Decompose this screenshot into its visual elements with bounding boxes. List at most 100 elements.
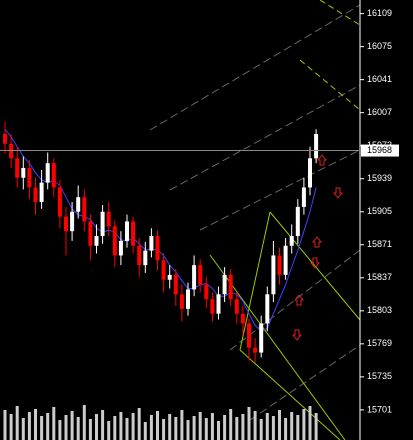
down-arrow [332, 187, 344, 199]
volume-bar [192, 416, 196, 440]
candle-body [131, 221, 136, 246]
candle-body [240, 313, 245, 324]
y-tick-label: 15735 [367, 371, 392, 381]
moving-average [4, 128, 317, 332]
pitchfork-line [269, 211, 361, 321]
candle-body [125, 221, 129, 241]
up-arrow [293, 294, 305, 306]
candle-body [210, 299, 215, 314]
volume-bar [27, 412, 31, 440]
volume-bar [204, 418, 208, 440]
volume-bar [52, 407, 56, 440]
channel-line [249, 344, 361, 421]
volume-bar [107, 421, 111, 440]
last-price-box [361, 144, 399, 157]
volume-bar [119, 412, 123, 440]
volume-bar [162, 419, 166, 440]
candle-body [192, 265, 197, 290]
candle-body [70, 211, 75, 232]
volume-bar [88, 419, 92, 440]
candle-body [118, 240, 123, 256]
y-tick-label: 15871 [367, 239, 392, 249]
volume-bar [308, 406, 312, 440]
fan-line [299, 59, 361, 111]
y-tick-label: 15837 [367, 272, 392, 282]
pitchfork-line [239, 349, 341, 440]
candle-body [88, 221, 93, 246]
volume-bar [149, 415, 153, 440]
candle-body [33, 187, 38, 203]
candle-body [198, 265, 203, 285]
candle-body [94, 236, 99, 246]
volume-bar [314, 413, 318, 440]
candle-body [253, 347, 258, 353]
candle-body [15, 158, 20, 178]
candle-body [186, 289, 190, 309]
volume-bar [76, 417, 80, 440]
volume-bar [125, 418, 129, 440]
candle-body [149, 236, 154, 251]
volume-bar [302, 409, 306, 440]
fan-line [319, 0, 361, 26]
candle-body [259, 323, 264, 353]
volume-bar [82, 405, 86, 440]
volume-bar [113, 416, 117, 440]
volume-bar [265, 413, 269, 440]
volume-bar [156, 411, 159, 440]
candle-body [45, 163, 50, 183]
y-tick-label: 16041 [367, 74, 392, 84]
candle-body [51, 163, 56, 188]
y-tick-label: 15803 [367, 305, 392, 315]
candle-body [39, 182, 44, 203]
signal-arrows [291, 154, 344, 341]
candle-body [143, 250, 148, 266]
candle-body [277, 255, 282, 275]
volume-bar [40, 416, 44, 440]
candle-body [234, 299, 239, 314]
channel-line [229, 249, 361, 351]
volume-bar [143, 422, 147, 440]
volume-bar [296, 415, 300, 440]
volume-bar [198, 412, 202, 440]
candle-body [222, 274, 227, 295]
candle-body [82, 197, 87, 222]
volume-bar [70, 411, 74, 440]
volume-bar [101, 410, 105, 440]
candle-body [301, 187, 306, 207]
volume-bar [229, 409, 233, 440]
volume-bar [259, 419, 263, 440]
pitchfork-line [239, 211, 271, 351]
y-tick-label: 15701 [367, 404, 392, 414]
channel-line [149, 4, 361, 131]
volume-bar [46, 413, 50, 440]
candle-body [167, 274, 172, 280]
volume-bar [58, 420, 62, 440]
volume-bar [3, 410, 7, 440]
down-arrow [309, 257, 321, 269]
y-tick-label: 15905 [367, 206, 392, 216]
down-arrow [291, 329, 303, 341]
volume-bar [284, 418, 288, 440]
candle-body [21, 168, 26, 178]
candle-body [247, 323, 251, 348]
volume-bar [180, 410, 184, 440]
volume-bar [95, 414, 98, 440]
volume-bar [247, 407, 251, 440]
candle-body [161, 260, 166, 280]
candle-body [314, 134, 319, 159]
candle-body [308, 158, 312, 188]
candle-body [228, 274, 233, 300]
volume-bar [34, 409, 37, 440]
candle-body [179, 294, 184, 309]
candle-body [112, 226, 117, 256]
candle-body [137, 245, 142, 266]
candle-body [173, 274, 178, 295]
candle-body [100, 211, 105, 237]
candle-body [216, 294, 221, 314]
y-tick-label: 15939 [367, 173, 392, 183]
up-arrow [311, 236, 323, 248]
candle-body [204, 284, 209, 300]
candle-body [155, 236, 160, 261]
